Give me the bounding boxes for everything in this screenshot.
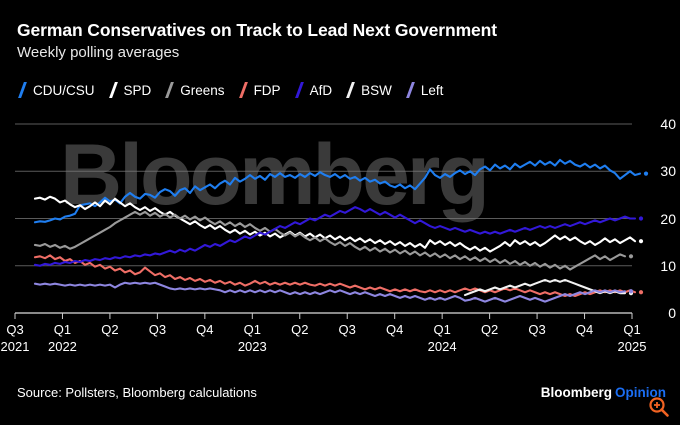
series-line-spd bbox=[33, 195, 637, 253]
x-axis-quarter-label: Q4 bbox=[386, 322, 404, 337]
chart-header: German Conservatives on Track to Lead Ne… bbox=[17, 20, 663, 63]
magnifier-zoom-icon[interactable] bbox=[648, 396, 670, 418]
series-endpoint-cdu-csu bbox=[643, 171, 649, 176]
x-axis-year-label: 2022 bbox=[47, 339, 77, 354]
legend-label: BSW bbox=[361, 82, 392, 98]
x-axis-quarter-label: Q4 bbox=[196, 322, 214, 337]
chart-subtitle: Weekly polling averages bbox=[17, 44, 180, 61]
x-axis-quarter-label: Q3 bbox=[6, 322, 24, 337]
series-endpoint-afd bbox=[638, 216, 644, 221]
brand-bloomberg: Bloomberg bbox=[540, 385, 612, 400]
plot-area: Bloomberg 40 30 20 10 0 Q3 Q1 Q2 Q3 Q4 Q1 Q2 Q3 Q4 Q1 Q… bbox=[0, 104, 680, 354]
x-axis-quarter-label: Q3 bbox=[148, 322, 167, 337]
legend-swatch-icon bbox=[17, 83, 28, 97]
x-axis-quarter-label: Q1 bbox=[623, 322, 641, 337]
legend-item-left[interactable]: Left bbox=[405, 80, 444, 100]
legend-label: Left bbox=[420, 82, 444, 98]
legend-swatch-icon bbox=[294, 83, 305, 97]
x-axis-quarter-label: Q1 bbox=[433, 322, 451, 337]
legend-label: AfD bbox=[309, 82, 333, 98]
legend-swatch-icon bbox=[164, 83, 175, 97]
x-axis-quarter-label: Q2 bbox=[101, 322, 119, 337]
y-axis-label: 30 bbox=[660, 163, 676, 180]
legend-swatch-icon bbox=[108, 83, 119, 97]
series-line-cdu-csu bbox=[33, 158, 642, 224]
x-axis-year-label: 2023 bbox=[237, 339, 267, 354]
brand-opinion: Opinion bbox=[615, 385, 666, 400]
legend-swatch-icon bbox=[405, 83, 416, 97]
series-endpoint-greens bbox=[628, 254, 634, 259]
legend-swatch-icon bbox=[345, 83, 356, 97]
legend-label: CDU/CSU bbox=[33, 82, 95, 98]
x-axis-year-label: 2025 bbox=[617, 339, 647, 354]
legend-item-greens[interactable]: Greens bbox=[164, 80, 224, 100]
y-axis-label: 0 bbox=[668, 305, 676, 321]
x-axis-quarter-label: Q4 bbox=[575, 322, 594, 337]
legend-swatch-icon bbox=[238, 83, 249, 97]
x-axis-quarter-label: Q3 bbox=[338, 322, 356, 337]
legend-item-afd[interactable]: AfD bbox=[294, 80, 333, 100]
y-axis-label: 10 bbox=[660, 257, 676, 274]
legend-label: SPD bbox=[123, 82, 152, 98]
page-title: German Conservatives on Track to Lead Ne… bbox=[17, 20, 498, 40]
series-line-afd bbox=[33, 206, 637, 267]
legend-label: FDP bbox=[253, 82, 281, 98]
x-axis-year-label: 2024 bbox=[427, 339, 457, 354]
series-line-left bbox=[33, 281, 627, 303]
x-axis-quarter-label: Q2 bbox=[480, 322, 499, 337]
x-axis-quarter-label: Q3 bbox=[528, 322, 546, 337]
y-axis-label: 40 bbox=[660, 116, 676, 132]
series-line-fdp bbox=[33, 254, 637, 298]
bloomberg-opinion-logo: Bloomberg Opinion bbox=[541, 385, 666, 400]
series-endpoint-spd bbox=[638, 239, 644, 244]
legend-item-spd[interactable]: SPD bbox=[108, 80, 152, 100]
legend-item-cdu-csu[interactable]: CDU/CSU bbox=[17, 80, 95, 100]
source-note: Source: Pollsters, Bloomberg calculation… bbox=[17, 385, 257, 400]
y-axis-label: 20 bbox=[660, 210, 676, 227]
legend-item-bsw[interactable]: BSW bbox=[345, 80, 392, 100]
legend-label: Greens bbox=[180, 82, 225, 98]
series-endpoint-fdp bbox=[638, 290, 644, 295]
series-endpoint-left bbox=[628, 289, 634, 294]
chart-svg bbox=[14, 123, 649, 319]
legend-item-fdp[interactable]: FDP bbox=[238, 80, 281, 100]
x-axis-year-label: 2021 bbox=[0, 339, 30, 354]
x-axis-quarter-label: Q1 bbox=[243, 322, 261, 337]
chart-legend: CDU/CSU SPD Greens FDP AfD BSW Left bbox=[17, 80, 456, 100]
x-axis-quarter-label: Q1 bbox=[53, 322, 72, 337]
x-axis-quarter-label: Q2 bbox=[291, 322, 309, 337]
series-line-greens bbox=[33, 210, 627, 271]
